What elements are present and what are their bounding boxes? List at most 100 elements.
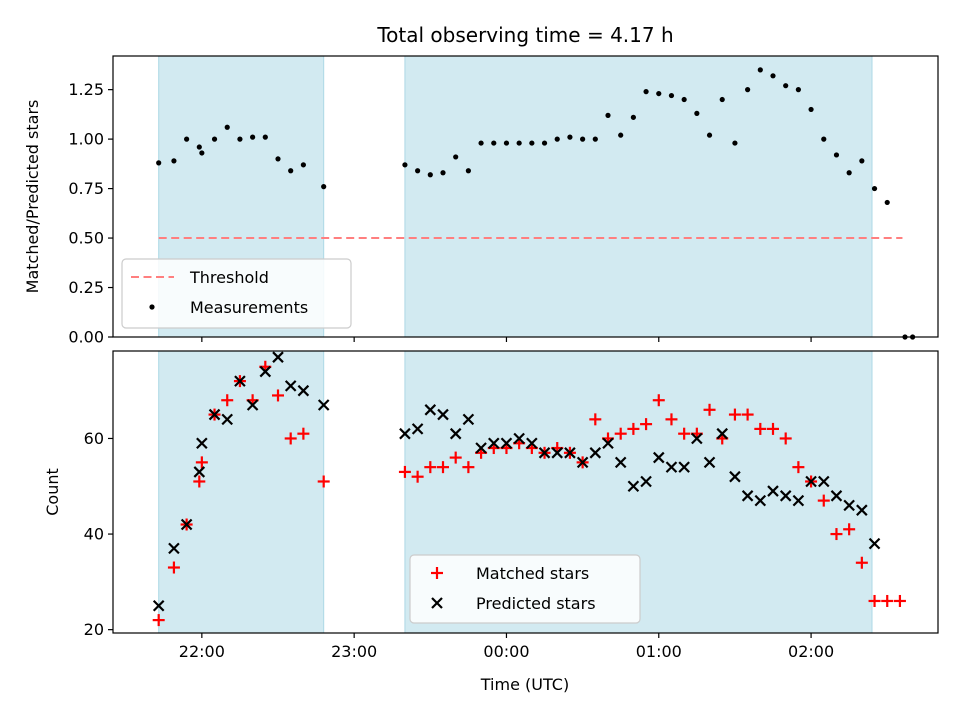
matched-star-point [817,494,830,507]
x-stroke-2 [551,447,564,459]
predicted-star-point [843,499,855,512]
x-stroke-2 [767,485,779,497]
ratio-legend: Threshold Measurements [121,258,352,329]
matched-star-point [855,556,868,569]
legend-measurements-label: Measurements [190,298,308,317]
measurement-point [783,83,789,89]
measurement-point [503,140,510,146]
predicted-star-point [513,432,525,445]
matched-star-point [437,461,449,474]
matched-star-point [614,427,627,440]
predicted-star-point [246,399,259,411]
predicted-star-point [411,423,424,435]
x-stroke-2 [168,542,180,555]
x-stroke-2 [741,490,754,502]
measurement-point [618,132,624,138]
measurement-point [478,140,484,146]
measurement-point [821,136,827,142]
predicted-star-point [297,384,310,397]
matched-star-point [284,432,297,445]
x-stroke-2 [475,442,487,454]
ratio-panel: 0.00 0.25 0.50 0.75 1.00 1.25 Matched/Predict… [23,55,939,347]
matched-star-point [792,461,805,474]
predicted-star-point [221,413,234,426]
legend-matched-label: Matched stars [476,564,589,583]
matched-star-point [779,432,792,445]
measurement-point [871,185,878,192]
measurement-point [199,150,205,156]
matched-star-point [665,413,678,426]
matched-star-point [893,594,906,607]
matched-star-point [167,561,180,574]
measurement-point [196,144,202,150]
legend-predicted-swatch [431,597,443,609]
measurement-point [656,90,662,97]
measurement-point [541,140,548,146]
x-stroke-2 [221,413,234,426]
measurement-point [554,136,560,142]
matched-star-point [272,389,284,402]
x-stroke-2 [399,427,411,440]
measurement-point [884,199,890,206]
x-tick-label: 02:00 [788,642,834,661]
measurement-point [453,154,459,160]
matched-star-point [652,394,665,407]
predicted-star-point [729,470,741,483]
matched-star-point [843,523,856,536]
x-stroke-2 [234,375,246,387]
matched-star-point [221,394,234,407]
x-stroke-2 [627,480,640,493]
measurement-point [262,134,268,140]
predicted-star-point [805,475,817,488]
measurement-point [171,158,177,164]
predicted-star-point [272,351,284,363]
y-tick-label: 1.00 [68,130,104,149]
matched-star-point [703,403,716,416]
predicted-star-point [779,490,792,502]
predicted-star-point [792,494,805,507]
x-tick-label: 01:00 [636,642,682,661]
count-panel-frame [112,350,939,634]
predicted-star-point [399,427,411,440]
x-tick-label: 22:00 [179,642,225,661]
x-stroke-2 [640,475,652,488]
count-legend: Matched stars Predicted stars [409,554,641,624]
y-tick-label: 40 [84,525,104,544]
x-stroke-2 [856,504,868,516]
x-stroke-2 [208,408,221,421]
measurement-point [300,162,306,168]
ratio-legend-box [121,258,352,329]
measurement-point [529,140,535,146]
x-tick-label: 00:00 [483,642,529,661]
predicted-star-point [754,494,767,507]
measurement-point [732,140,738,146]
predicted-star-point [614,456,627,469]
predicted-star-point [234,375,246,387]
legend-measurements-swatch [149,304,155,310]
observing-intervals [158,55,873,338]
measurement-point [580,136,586,142]
matched-star-point [411,470,424,483]
predicted-star-point [424,404,437,416]
x-stroke-2 [703,456,716,469]
measurement-point [567,134,573,140]
measurement-points [156,67,916,340]
matched-star-point [868,594,881,607]
x-stroke-2 [513,432,525,445]
matched-star-point [398,465,411,478]
ratio-panel-frame [112,55,939,338]
x-stroke-2 [424,404,437,416]
predicted-star-point [589,447,602,459]
measurement-point [211,136,218,142]
predicted-star-point [602,437,614,450]
matched-star-point [627,422,640,435]
measurement-point [757,67,763,73]
x-stroke-2 [317,399,330,411]
predicted-stars-points [152,351,881,612]
predicted-star-point [564,447,576,459]
measurement-point [415,168,421,174]
count-y-axis: 20 40 60 [84,429,113,639]
x-stroke-2 [297,384,310,397]
predicted-star-point [627,480,640,493]
predicted-star-point [462,413,475,426]
